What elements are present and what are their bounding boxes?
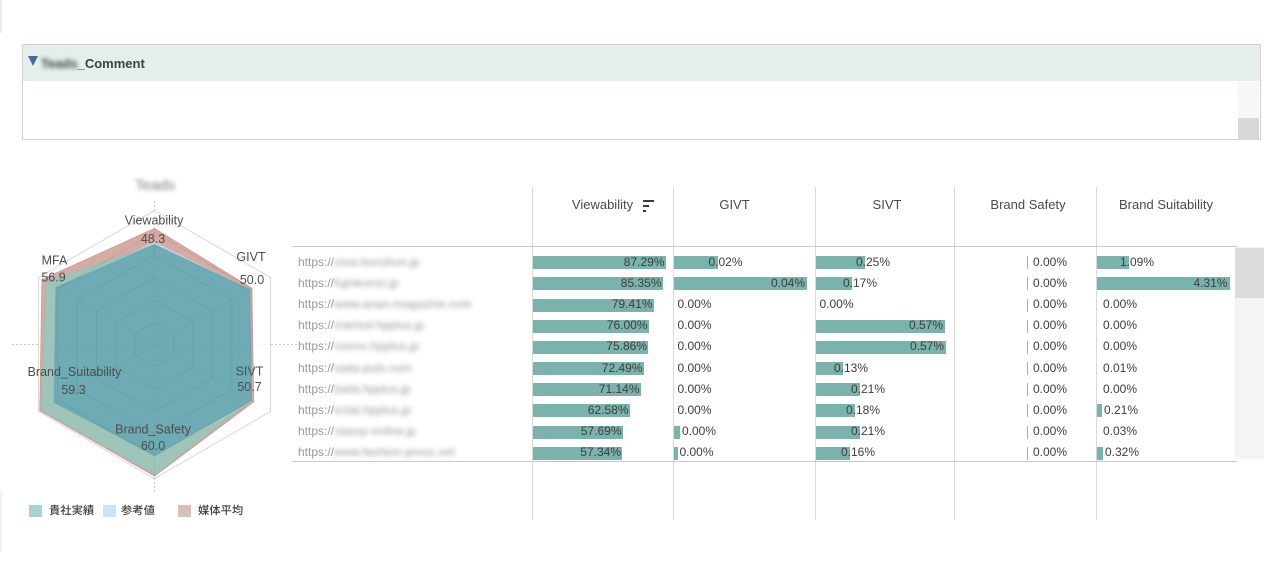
svg-text:59.3: 59.3 [61, 383, 85, 397]
svg-text:50.7: 50.7 [237, 380, 261, 394]
svg-text:Brand_Suitability: Brand_Suitability [28, 365, 123, 379]
svg-text:48.3: 48.3 [141, 232, 165, 246]
svg-text:MFA: MFA [42, 253, 68, 267]
svg-text:SIVT: SIVT [236, 364, 264, 378]
svg-text:Brand_Safety: Brand_Safety [115, 422, 191, 436]
svg-text:Viewability: Viewability [125, 213, 185, 227]
svg-text:56.9: 56.9 [41, 270, 65, 284]
svg-text:60.0: 60.0 [141, 439, 165, 453]
svg-text:50.0: 50.0 [240, 273, 264, 287]
svg-text:GIVT: GIVT [236, 250, 266, 264]
